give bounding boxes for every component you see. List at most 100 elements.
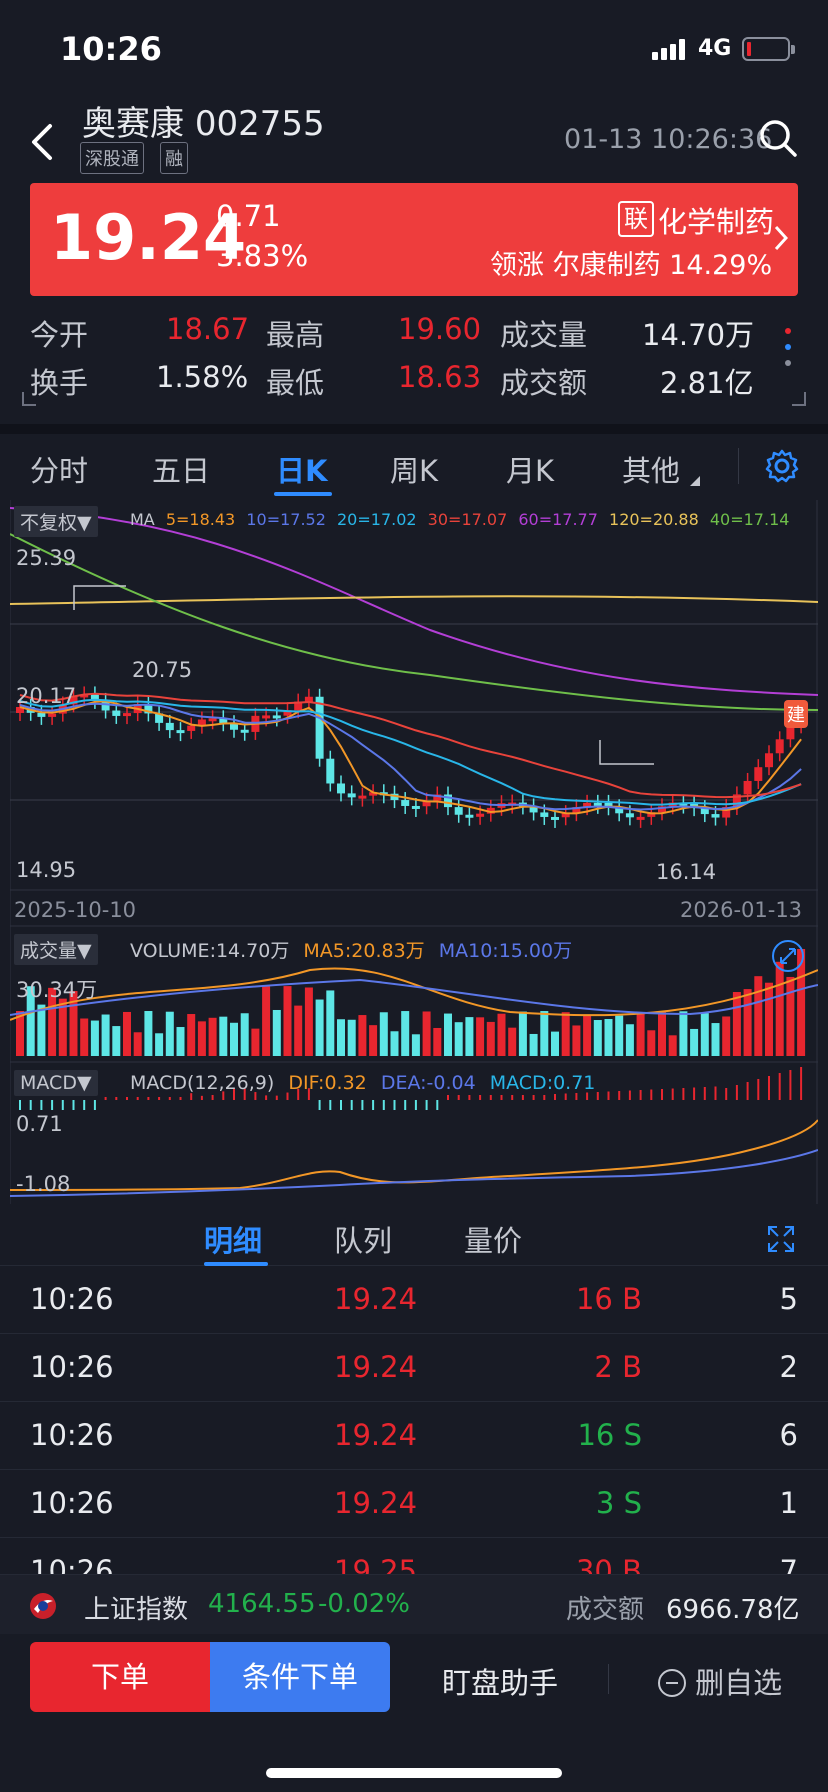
volume-bar [219, 1016, 228, 1056]
trade-time: 10:26 [30, 1486, 114, 1520]
settings-gear-icon[interactable] [764, 448, 800, 484]
conditional-order-button[interactable]: 条件下单 [210, 1642, 390, 1712]
remove-watchlist-label: 删自选 [695, 1666, 783, 1700]
date-start-label: 2025-10-10 [14, 898, 137, 922]
tab-weekly-k[interactable]: 周K [390, 454, 439, 488]
volume-bar [433, 1027, 442, 1056]
ma60-value: 60=17.77 [518, 510, 598, 529]
trade-row: 10:26 19.24 2 B 2 [0, 1334, 828, 1402]
index-amount-label: 成交额 [566, 1595, 645, 1625]
volume-bar [476, 1017, 485, 1056]
more-dots-icon[interactable] [782, 326, 794, 370]
volume-bar [187, 1014, 196, 1056]
tag-shenguton: 深股通 [80, 142, 144, 174]
candle-body [315, 696, 324, 759]
detail-tab-indicator [204, 1262, 268, 1266]
volume-bar [26, 986, 35, 1056]
volume-bar [508, 1027, 517, 1056]
back-icon[interactable] [28, 122, 58, 162]
adjust-dropdown[interactable]: 不复权▼ [14, 506, 98, 537]
volume-bar [658, 1011, 666, 1056]
ma120-value: 120=20.88 [609, 510, 699, 529]
sector-name: 化学制药 [658, 205, 775, 239]
candle-body [369, 792, 378, 796]
ma120-line [10, 595, 818, 605]
candle-body [486, 807, 495, 814]
candle-body [337, 783, 345, 794]
volume-bar [390, 1031, 399, 1056]
ma40-line [10, 533, 818, 711]
candle-body [390, 793, 399, 801]
candle-body [304, 696, 313, 702]
tab-monthly-k[interactable]: 月K [506, 454, 555, 488]
volume-bar [786, 976, 795, 1056]
volume-bar [80, 1018, 89, 1056]
candle-body [647, 812, 656, 817]
y-max-label: 25.39 [16, 546, 77, 570]
index-name: 上证指数 [84, 1595, 189, 1625]
divider-vertical [738, 448, 739, 484]
tab-daily-k[interactable]: 日K [276, 454, 328, 488]
index-bar[interactable]: 上证指数 4164.55 -0.02% 成交额 6966.78亿 [0, 1574, 828, 1634]
candle-body [754, 767, 763, 781]
open-value: 18.67 [166, 312, 250, 346]
low-label: 最低 [266, 366, 325, 400]
quote-banner[interactable]: 19.24 0.71 3.83% 联 化学制药 领涨 尔康制药 14.29% [30, 183, 798, 296]
volume-bar [358, 1015, 367, 1056]
volume-bar [379, 1012, 388, 1056]
candle-body [90, 694, 99, 701]
trade-time: 10:26 [30, 1418, 114, 1452]
candle-body [48, 713, 57, 717]
ma20-line [19, 698, 802, 806]
period-low-label: 16.14 [656, 860, 717, 884]
trade-volume: 3 S [595, 1486, 642, 1520]
macd-dif: DIF:0.32 [288, 1072, 367, 1094]
trade-time: 10:26 [30, 1350, 114, 1384]
volume-bar [690, 1028, 699, 1056]
candle-body [262, 715, 271, 719]
tab-other[interactable]: 其他 [622, 454, 681, 488]
candle-body [294, 701, 303, 711]
macd-dropdown[interactable]: MACD▼ [14, 1070, 98, 1096]
volume-label: 成交量 [500, 318, 588, 352]
candle-body [529, 806, 538, 813]
tab-intraday[interactable]: 分时 [30, 454, 89, 488]
turnover-value: 1.58% [156, 360, 249, 394]
remove-watchlist-button[interactable]: 删自选 [658, 1660, 782, 1702]
macd-min-label: -1.08 [16, 1172, 71, 1196]
ma20-value: 20=17.02 [337, 510, 417, 529]
ma30-value: 30=17.07 [427, 510, 508, 529]
fullscreen-icon[interactable] [766, 1224, 796, 1254]
expand-chart-icon[interactable] [770, 938, 806, 974]
tag-margin: 融 [160, 142, 188, 174]
volume-bar [465, 1017, 474, 1056]
macd-params: MACD(12,26,9) [130, 1072, 275, 1094]
candle-body [625, 813, 634, 818]
volume-bar [722, 1016, 731, 1056]
volume-bar [529, 1033, 538, 1056]
tab-detail[interactable]: 明细 [204, 1224, 263, 1258]
ma40-value: 40=17.14 [709, 510, 790, 529]
build-marker[interactable]: 建 [784, 700, 808, 728]
candle-body [240, 729, 249, 733]
volume-bar [58, 998, 67, 1056]
volume-bar [337, 1019, 345, 1056]
volume-dropdown[interactable]: 成交量▼ [14, 934, 98, 965]
kline-chart[interactable] [10, 500, 818, 1204]
volume-bar [518, 1011, 527, 1056]
index-value: 4164.55 [208, 1589, 316, 1619]
kline-panel[interactable]: 不复权▼ MA 5=18.43 10=17.52 20=17.02 30=17.… [10, 500, 818, 1204]
order-button[interactable]: 下单 [30, 1642, 210, 1712]
volume-bar [347, 1019, 356, 1056]
tab-five-day[interactable]: 五日 [152, 454, 211, 488]
candle-body [176, 730, 185, 734]
candle-body [80, 694, 89, 698]
watch-assistant-button[interactable]: 盯盘助手 [442, 1666, 559, 1700]
volume-bar [593, 1020, 602, 1056]
volume-bar [326, 990, 335, 1056]
dropdown-triangle-icon [690, 476, 700, 486]
tab-queue[interactable]: 队列 [334, 1224, 393, 1258]
search-icon[interactable] [758, 118, 798, 158]
tab-volume-price[interactable]: 量价 [464, 1224, 523, 1258]
